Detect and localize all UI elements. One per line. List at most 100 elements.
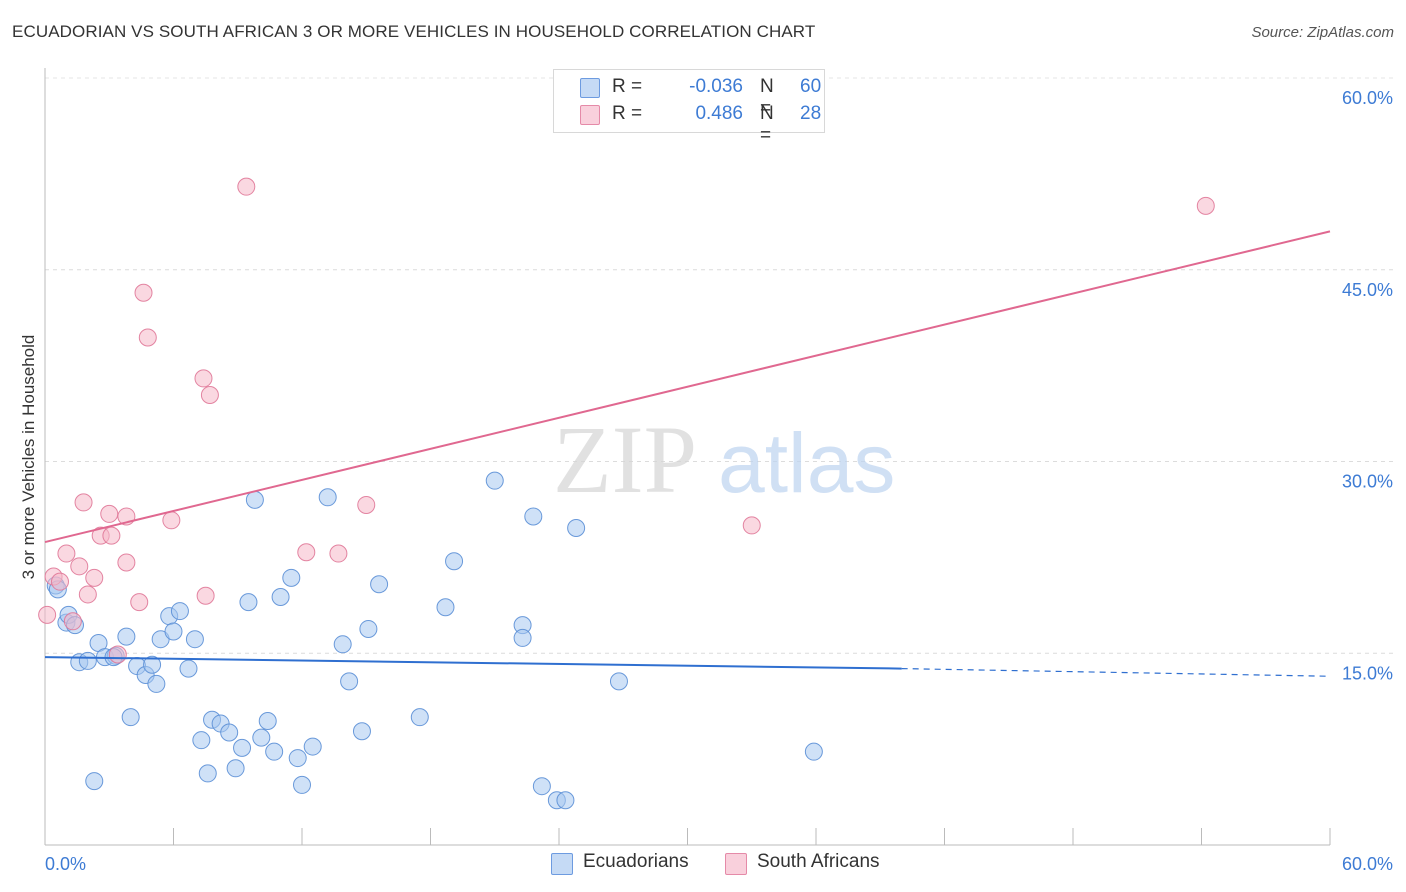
- ecuadorians-point: [121, 708, 140, 727]
- ecuadorians-point: [532, 777, 551, 796]
- ecuadorians-point: [179, 659, 198, 678]
- x-tick-label: 60.0%: [1342, 854, 1393, 874]
- y-axis-label: 3 or more Vehicles in Household: [19, 335, 38, 580]
- data-points: [38, 177, 1215, 810]
- ecuadorians-point: [318, 488, 337, 507]
- south-africans-point: [100, 504, 119, 523]
- south-africans-point: [74, 493, 93, 512]
- ecuadorians-trend-line: [44, 656, 902, 670]
- south-africans-trend-line: [44, 230, 1331, 544]
- ecuadorians-point: [513, 628, 532, 647]
- ecuadorians-point: [333, 635, 352, 654]
- ecuadorians-point: [609, 672, 628, 691]
- south-africans-point: [117, 553, 136, 572]
- ecuadorians-point: [524, 507, 543, 526]
- south-africans-point: [742, 516, 761, 535]
- watermark-atlas: atlas: [718, 416, 895, 510]
- south-africans-point: [196, 586, 215, 605]
- legend-r-label: R =: [612, 103, 643, 124]
- y-tick-label: 30.0%: [1342, 472, 1393, 492]
- south-africans-point: [70, 557, 89, 576]
- south-africans-point: [200, 386, 219, 405]
- ecuadorians-point: [226, 759, 245, 778]
- gridlines: [45, 77, 1393, 654]
- south-africans-point: [85, 568, 104, 587]
- y-tick-label: 60.0%: [1342, 88, 1393, 108]
- ecuadorians-point: [352, 722, 371, 741]
- y-tick-label: 15.0%: [1342, 663, 1393, 683]
- south-africans-point: [130, 593, 149, 612]
- south-africans-point: [134, 283, 153, 302]
- axis-labels: 3 or more Vehicles in Household 15.0% 30.…: [19, 88, 1393, 874]
- legend-n-value: 28: [800, 103, 822, 124]
- legend-n-label: N =: [760, 76, 774, 119]
- bottom-legend-label-ecuadorians: Ecuadorians: [583, 851, 689, 872]
- chart-source: Source: ZipAtlas.com: [1251, 24, 1394, 41]
- ecuadorians-point: [258, 712, 277, 731]
- y-tick-label: 45.0%: [1342, 280, 1393, 300]
- south-africans-point: [38, 605, 57, 624]
- south-africans-point: [297, 543, 316, 562]
- ecuadorians-point: [185, 630, 204, 649]
- bottom-legend-swatch-ecuadorians: [551, 853, 573, 875]
- ecuadorians-point: [370, 575, 389, 594]
- ecuadorians-point: [164, 622, 183, 641]
- south-africans-point: [162, 511, 181, 530]
- x-tick-label: 0.0%: [45, 854, 86, 874]
- ecuadorians-point: [288, 749, 307, 768]
- legend-r-label: R =: [612, 76, 643, 97]
- ecuadorians-point: [170, 602, 189, 621]
- legend-n-label: N =: [760, 103, 774, 146]
- ecuadorians-point: [567, 518, 586, 537]
- ecuadorians-point: [78, 651, 97, 670]
- ecuadorians-trend-line-extension: [901, 667, 1331, 677]
- watermark-zip: ZIP: [553, 406, 697, 513]
- watermark: ZIP atlas: [553, 406, 895, 513]
- legend-r-value: -0.036: [689, 76, 743, 97]
- ecuadorians-point: [198, 764, 217, 783]
- axes: [44, 68, 1331, 846]
- ecuadorians-point: [265, 742, 284, 761]
- trend-lines: [44, 230, 1331, 677]
- ecuadorians-point: [233, 738, 252, 757]
- ecuadorians-point: [293, 775, 311, 794]
- legend-n-value: 60: [800, 76, 822, 97]
- south-africans-point: [138, 328, 157, 347]
- south-africans-point: [57, 544, 76, 563]
- south-africans-point: [108, 645, 127, 664]
- legend-r-value: 0.486: [695, 103, 743, 124]
- ecuadorians-point: [804, 742, 823, 761]
- ecuadorians-point: [271, 588, 290, 607]
- ecuadorians-point: [117, 627, 136, 646]
- ecuadorians-point: [192, 731, 211, 750]
- chart-title: ECUADORIAN VS SOUTH AFRICAN 3 OR MORE VE…: [12, 22, 816, 41]
- ecuadorians-point: [245, 490, 264, 509]
- ecuadorians-point: [303, 737, 322, 756]
- ecuadorians-point: [340, 672, 359, 691]
- ecuadorians-point: [436, 598, 455, 617]
- ecuadorians-point: [85, 772, 104, 791]
- legend-swatch-ecuadorians: [580, 78, 600, 98]
- south-africans-point: [78, 585, 97, 604]
- legend-swatch-south-africans: [580, 105, 600, 125]
- ecuadorians-point: [556, 791, 575, 810]
- south-africans-point: [357, 495, 376, 514]
- ecuadorians-point: [485, 471, 504, 490]
- ecuadorians-point: [220, 723, 239, 742]
- south-africans-point: [50, 572, 69, 591]
- south-africans-point: [102, 526, 121, 545]
- ecuadorians-point: [252, 728, 271, 747]
- south-africans-point: [237, 177, 256, 196]
- ecuadorians-point: [359, 619, 378, 638]
- bottom-legend-swatch-south-africans: [725, 853, 747, 875]
- south-africans-point: [329, 544, 348, 563]
- correlation-legend: R = -0.036 N = 60 R = 0.486 N = 28: [553, 69, 825, 146]
- south-africans-point: [1196, 196, 1215, 215]
- ecuadorians-point: [445, 552, 464, 571]
- south-africans-point: [194, 369, 213, 388]
- ecuadorians-point: [239, 593, 258, 612]
- ecuadorians-point: [143, 655, 162, 674]
- south-africans-point: [63, 612, 82, 631]
- bottom-legend-label-south-africans: South Africans: [757, 851, 880, 872]
